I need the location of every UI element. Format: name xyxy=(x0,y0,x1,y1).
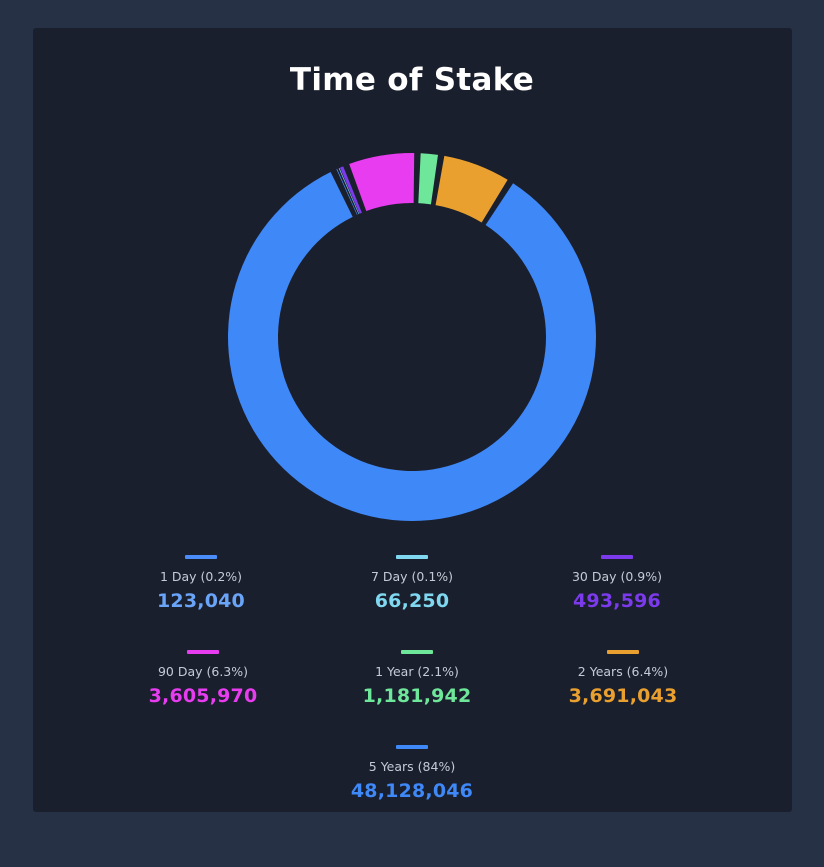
legend-swatch xyxy=(185,555,217,559)
donut-slice-2-years[interactable] xyxy=(435,155,508,223)
legend-swatch xyxy=(601,555,633,559)
legend-value: 3,691,043 xyxy=(568,685,678,707)
legend-item-1-day[interactable]: 1 Day (0.2%) 123,040 xyxy=(91,555,311,612)
legend-value: 66,250 xyxy=(374,590,450,612)
legend-label: 30 Day (0.9%) xyxy=(571,569,663,584)
donut-slice-5-years[interactable] xyxy=(228,171,597,521)
legend-label: 7 Day (0.1%) xyxy=(370,569,454,584)
legend-item-30-day[interactable]: 30 Day (0.9%) 493,596 xyxy=(507,555,727,612)
donut-slice-1-day[interactable] xyxy=(336,168,358,215)
legend-swatch xyxy=(607,650,639,654)
legend-label: 90 Day (6.3%) xyxy=(157,664,249,679)
donut-slice-30-day[interactable] xyxy=(339,166,362,214)
legend-label: 2 Years (6.4%) xyxy=(577,664,669,679)
legend-value: 48,128,046 xyxy=(350,780,474,802)
legend-swatch xyxy=(396,745,428,749)
legend-label: 1 Day (0.2%) xyxy=(159,569,243,584)
donut-slice-90-day[interactable] xyxy=(349,153,415,212)
legend-value: 493,596 xyxy=(573,590,661,612)
donut-slice-7-day[interactable] xyxy=(338,167,360,215)
legend-item-1-year[interactable]: 1 Year (2.1%) 1,181,942 xyxy=(307,650,527,707)
legend-value: 1,181,942 xyxy=(362,685,472,707)
donut-slice-1-year[interactable] xyxy=(418,153,438,205)
legend-swatch xyxy=(401,650,433,654)
legend-label: 5 Years (84%) xyxy=(368,759,456,774)
legend-value: 3,605,970 xyxy=(148,685,258,707)
legend-item-5-years[interactable]: 5 Years (84%) 48,128,046 xyxy=(302,745,522,802)
chart-title: Time of Stake xyxy=(289,62,535,98)
legend-item-7-day[interactable]: 7 Day (0.1%) 66,250 xyxy=(302,555,522,612)
legend-swatch xyxy=(187,650,219,654)
legend-label: 1 Year (2.1%) xyxy=(375,664,459,679)
legend-item-90-day[interactable]: 90 Day (6.3%) 3,605,970 xyxy=(93,650,313,707)
legend-swatch xyxy=(396,555,428,559)
legend-value: 123,040 xyxy=(157,590,245,612)
legend-item-2-years[interactable]: 2 Years (6.4%) 3,691,043 xyxy=(513,650,733,707)
